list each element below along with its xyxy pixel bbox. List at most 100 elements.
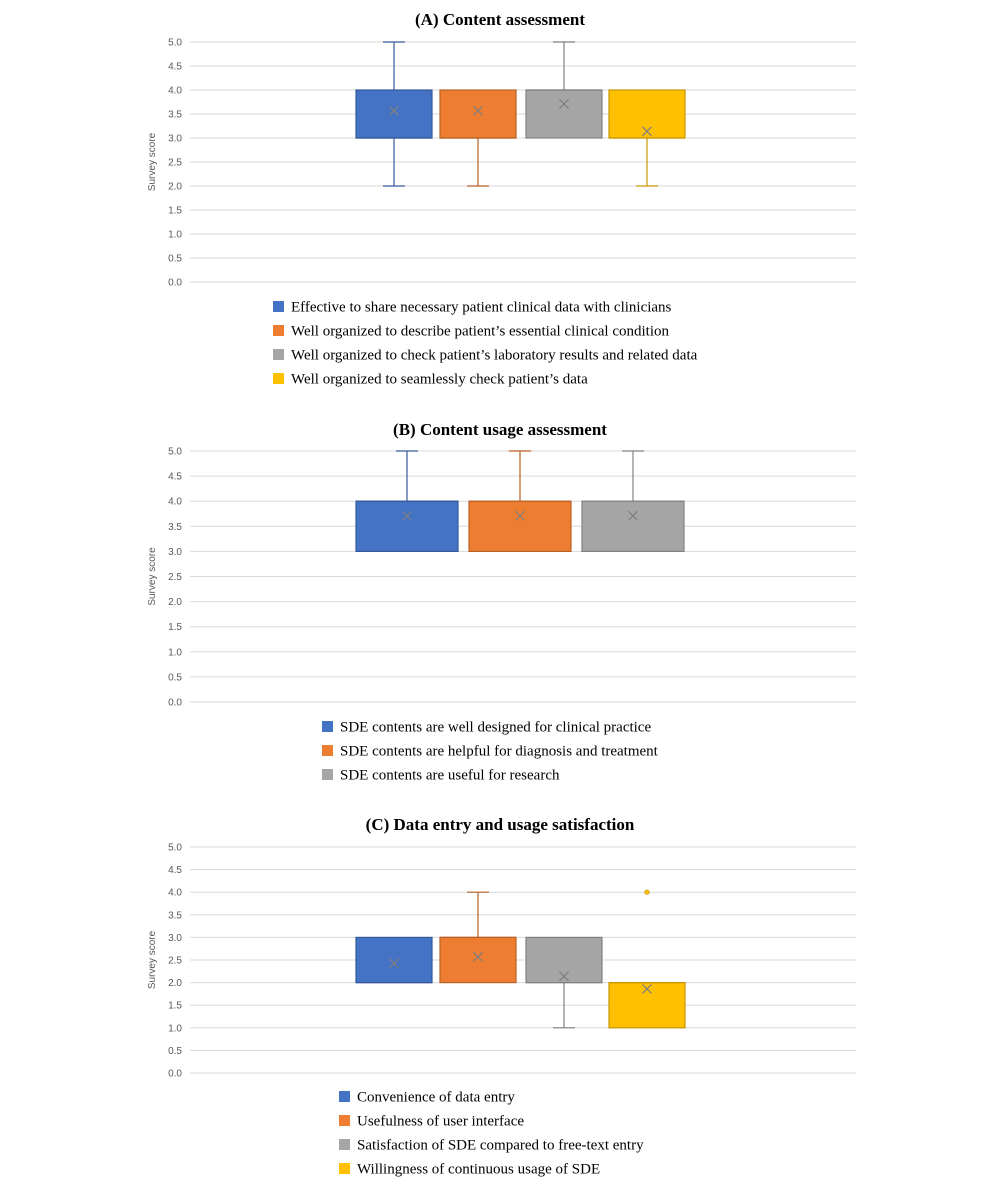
legend-swatch xyxy=(322,745,333,756)
chart-title: (A) Content assessment xyxy=(415,10,585,29)
legend-item: Effective to share necessary patient cli… xyxy=(273,300,672,316)
legend-item: Convenience of data entry xyxy=(339,1090,515,1106)
y-tick-label: 1.5 xyxy=(168,1001,182,1012)
legend-item: SDE contents are well designed for clini… xyxy=(322,720,651,736)
y-axis-title: Survey score xyxy=(147,132,158,191)
chart-panel-0: (A) Content assessment 0.0 0.5 1.0 1.5 2.0 2.5… xyxy=(147,10,856,388)
box-plot-3 xyxy=(608,89,686,187)
legend-item: Well organized to describe patient’s ess… xyxy=(273,324,669,340)
y-tick-label: 3.0 xyxy=(168,933,182,944)
legend-label: SDE contents are well designed for clini… xyxy=(340,720,651,736)
y-tick-label: 2.0 xyxy=(168,597,182,608)
box-iqr xyxy=(439,936,517,984)
y-tick-label: 0.0 xyxy=(168,1069,182,1080)
y-tick-label: 5.0 xyxy=(168,843,182,854)
box-iqr xyxy=(525,936,603,984)
box-iqr xyxy=(608,89,686,139)
y-tick-label: 5.0 xyxy=(168,38,182,49)
legend-swatch xyxy=(322,721,333,732)
legend-item: SDE contents are useful for research xyxy=(322,768,560,784)
y-tick-label: 1.5 xyxy=(168,206,182,217)
box-iqr xyxy=(355,936,433,984)
box-plot-0 xyxy=(355,936,433,984)
legend-label: Willingness of continuous usage of SDE xyxy=(357,1162,600,1178)
y-tick-label: 3.0 xyxy=(168,134,182,145)
legend-item: Satisfaction of SDE compared to free-tex… xyxy=(339,1138,644,1154)
y-tick-label: 2.5 xyxy=(168,572,182,583)
y-tick-label: 0.5 xyxy=(168,1046,182,1057)
mean-marker xyxy=(473,105,483,116)
legend-swatch xyxy=(339,1163,350,1174)
y-tick-label: 1.0 xyxy=(168,647,182,658)
chart-panel-2: (C) Data entry and usage satisfaction 0.0… xyxy=(147,815,856,1178)
legend-swatch xyxy=(339,1139,350,1150)
box-iqr xyxy=(468,500,572,553)
y-axis-title: Survey score xyxy=(147,930,158,989)
box-iqr xyxy=(355,89,433,139)
legend-label: SDE contents are useful for research xyxy=(340,768,560,784)
box-iqr xyxy=(439,89,517,139)
mean-marker xyxy=(389,105,399,116)
mean-marker xyxy=(515,510,525,521)
chart-title: (B) Content usage assessment xyxy=(393,420,607,439)
y-tick-label: 0.5 xyxy=(168,254,182,265)
y-tick-label: 1.0 xyxy=(168,1023,182,1034)
y-tick-label: 0.5 xyxy=(168,672,182,683)
mean-marker xyxy=(628,510,638,521)
y-tick-label: 0.0 xyxy=(168,278,182,289)
y-tick-label: 4.5 xyxy=(168,865,182,876)
mean-marker xyxy=(642,126,652,137)
mean-marker xyxy=(559,98,569,109)
legend-swatch xyxy=(322,769,333,780)
y-tick-label: 3.0 xyxy=(168,547,182,558)
y-tick-label: 5.0 xyxy=(168,447,182,458)
legend-swatch xyxy=(273,349,284,360)
box-plot-1 xyxy=(468,450,572,553)
box-plot-0 xyxy=(355,41,433,187)
legend-label: Well organized to check patient’s labora… xyxy=(291,348,698,364)
y-tick-label: 2.0 xyxy=(168,182,182,193)
y-tick-label: 4.5 xyxy=(168,62,182,73)
box-plot-0 xyxy=(355,450,459,553)
box-iqr xyxy=(525,89,603,139)
box-plot-2 xyxy=(525,936,603,1029)
y-tick-label: 4.0 xyxy=(168,888,182,899)
legend-label: Effective to share necessary patient cli… xyxy=(291,300,672,316)
legend-label: Satisfaction of SDE compared to free-tex… xyxy=(357,1138,644,1154)
y-tick-label: 1.5 xyxy=(168,622,182,633)
mean-marker xyxy=(389,958,399,969)
y-tick-label: 1.0 xyxy=(168,230,182,241)
y-tick-label: 3.5 xyxy=(168,910,182,921)
legend-swatch xyxy=(339,1091,350,1102)
box-iqr xyxy=(355,500,459,553)
chart-panel-1: (B) Content usage assessment 0.0 0.5 1.0 1.5… xyxy=(147,420,856,784)
y-tick-label: 2.5 xyxy=(168,158,182,169)
legend-item: Willingness of continuous usage of SDE xyxy=(339,1162,600,1178)
legend-item: Usefulness of user interface xyxy=(339,1114,524,1130)
outlier-point xyxy=(644,889,650,895)
legend-item: Well organized to check patient’s labora… xyxy=(273,348,698,364)
y-axis-title: Survey score xyxy=(147,547,158,606)
y-tick-label: 4.5 xyxy=(168,472,182,483)
legend-item: SDE contents are helpful for diagnosis a… xyxy=(322,744,659,760)
legend-swatch xyxy=(273,373,284,384)
legend-swatch xyxy=(273,325,284,336)
legend-item: Well organized to seamlessly check patie… xyxy=(273,372,588,388)
box-plot-1 xyxy=(439,891,517,984)
box-plot-2 xyxy=(581,450,685,553)
mean-marker xyxy=(559,971,569,982)
legend-swatch xyxy=(273,301,284,312)
y-tick-label: 0.0 xyxy=(168,698,182,709)
mean-marker xyxy=(642,984,652,994)
legend-label: SDE contents are helpful for diagnosis a… xyxy=(340,744,659,760)
y-tick-label: 2.0 xyxy=(168,978,182,989)
mean-marker xyxy=(402,510,412,521)
y-tick-label: 3.5 xyxy=(168,522,182,533)
y-tick-label: 2.5 xyxy=(168,956,182,967)
box-plot-1 xyxy=(439,89,517,187)
legend-label: Well organized to describe patient’s ess… xyxy=(291,324,669,340)
box-plot-3 xyxy=(608,889,686,1029)
legend-label: Convenience of data entry xyxy=(357,1090,515,1106)
legend-label: Well organized to seamlessly check patie… xyxy=(291,372,588,388)
